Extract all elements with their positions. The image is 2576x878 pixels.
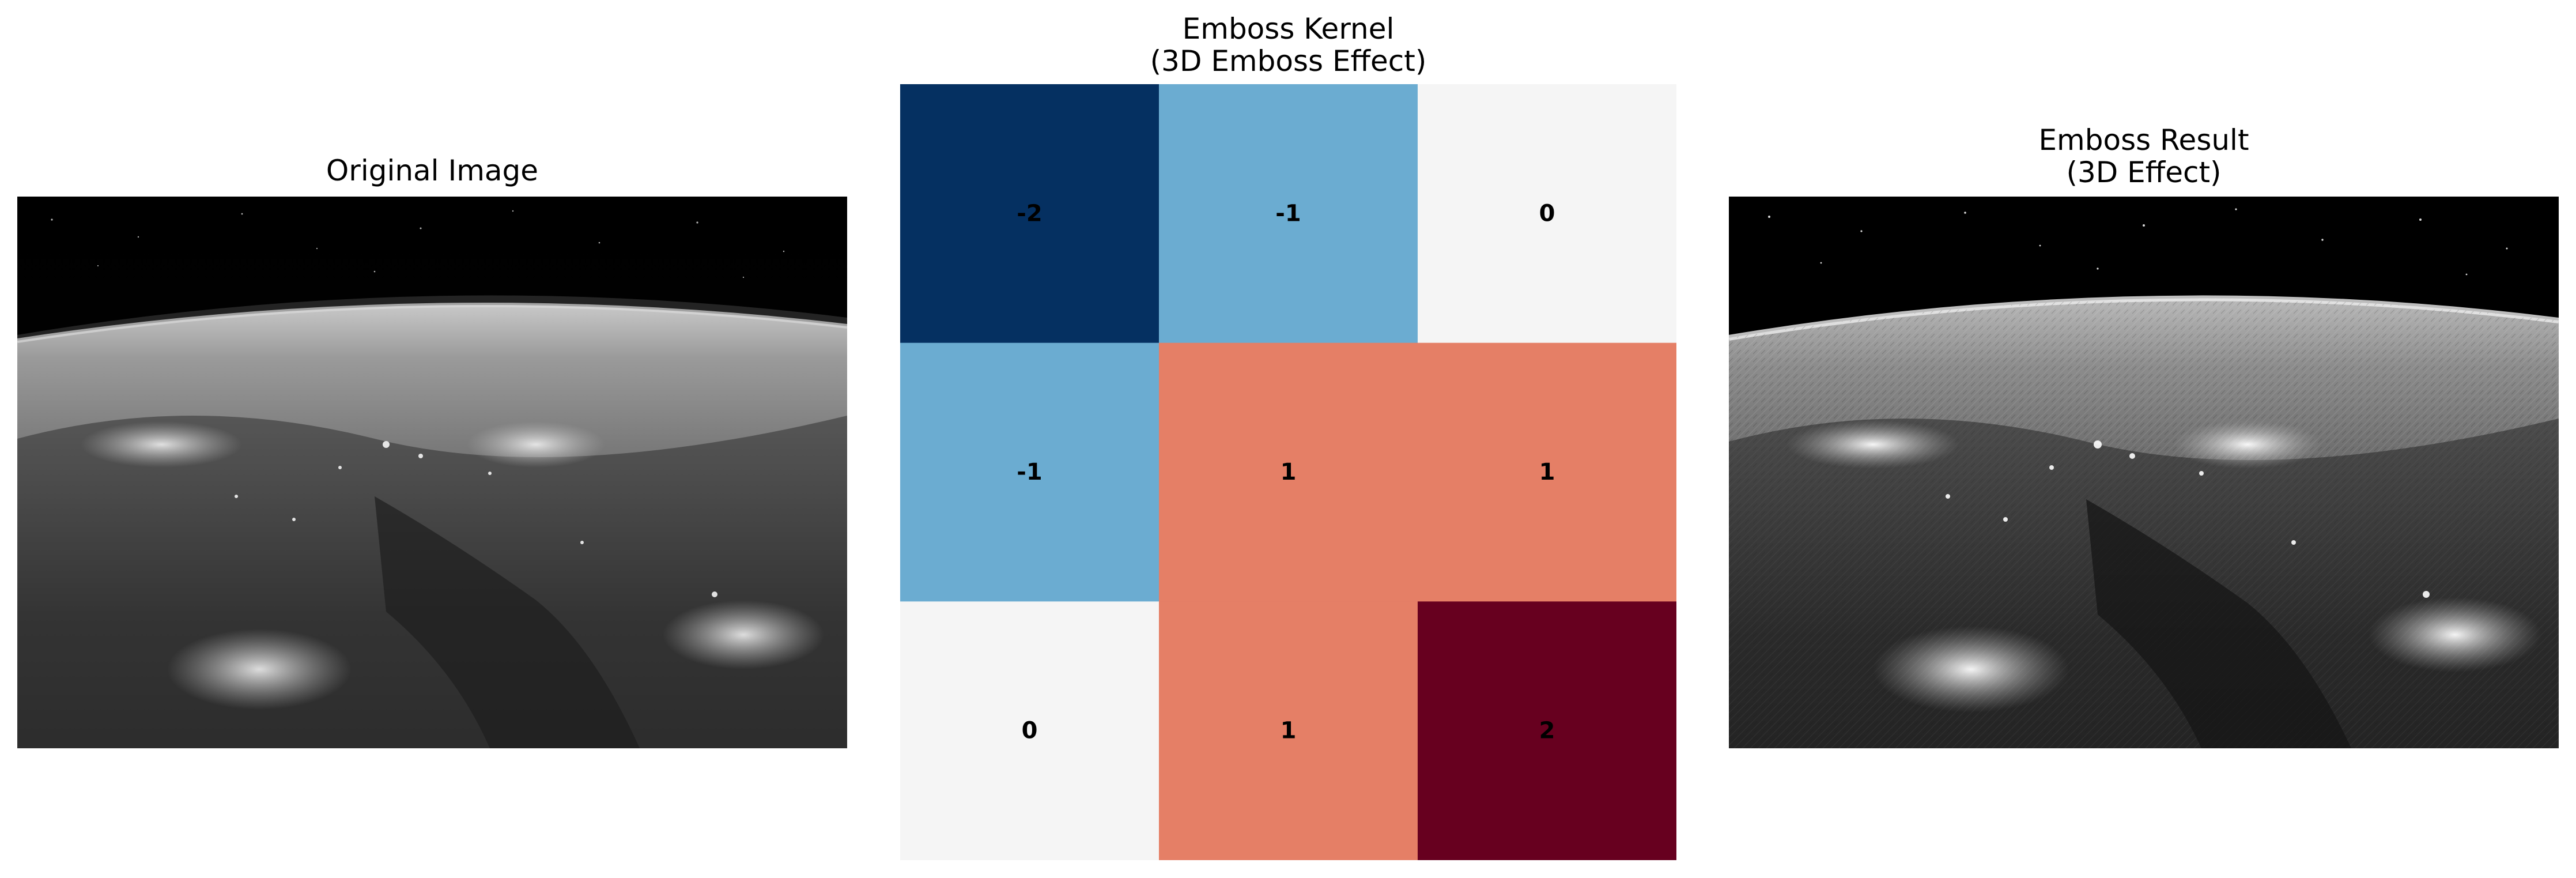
kernel-cell-label-r0-c0: -2 <box>1017 200 1042 227</box>
kernel-cell-r0-c2 <box>1418 84 1676 344</box>
kernel-cell-r2-c1 <box>1159 601 1418 860</box>
result-title-line2: (3D Effect) <box>2066 156 2222 189</box>
kernel-cell-r1-c2 <box>1418 342 1676 602</box>
emboss-result-image <box>1729 197 2559 748</box>
kernel-cell-r2-c0 <box>900 601 1159 860</box>
kernel-cell-label-r2-c1: 1 <box>1281 718 1297 744</box>
result-title-line1: Emboss Result <box>2038 123 2249 157</box>
original-image <box>17 197 847 748</box>
original-image-title-text: Original Image <box>326 154 539 187</box>
kernel-cell-label-r1-c1: 1 <box>1281 459 1297 485</box>
kernel-cell-r1-c0 <box>900 342 1159 602</box>
kernel-cell-label-r1-c0: -1 <box>1017 459 1042 485</box>
kernel-cell-label-r0-c2: 0 <box>1539 200 1555 227</box>
original-image-title: Original Image <box>17 155 847 187</box>
result-title: Emboss Result (3D Effect) <box>1729 124 2559 189</box>
earth-photo-original <box>17 197 847 748</box>
emboss-kernel-heatmap: -2 -1 0 -1 1 1 0 1 2 <box>900 84 1676 860</box>
kernel-cell-r2-c2 <box>1418 601 1676 860</box>
kernel-title-line1: Emboss Kernel <box>1182 12 1395 46</box>
kernel-cell-label-r2-c2: 2 <box>1539 718 1555 744</box>
kernel-title: Emboss Kernel (3D Emboss Effect) <box>900 13 1676 77</box>
kernel-cell-label-r1-c2: 1 <box>1539 459 1555 485</box>
kernel-title-line2: (3D Emboss Effect) <box>1150 44 1427 78</box>
kernel-cell-r0-c1 <box>1159 84 1418 344</box>
kernel-cell-label-r2-c0: 0 <box>1022 718 1038 744</box>
kernel-cell-label-r0-c1: -1 <box>1275 200 1301 227</box>
kernel-cell-r1-c1 <box>1159 342 1418 602</box>
earth-photo-embossed <box>1729 197 2559 748</box>
kernel-cell-r0-c0 <box>900 84 1159 344</box>
